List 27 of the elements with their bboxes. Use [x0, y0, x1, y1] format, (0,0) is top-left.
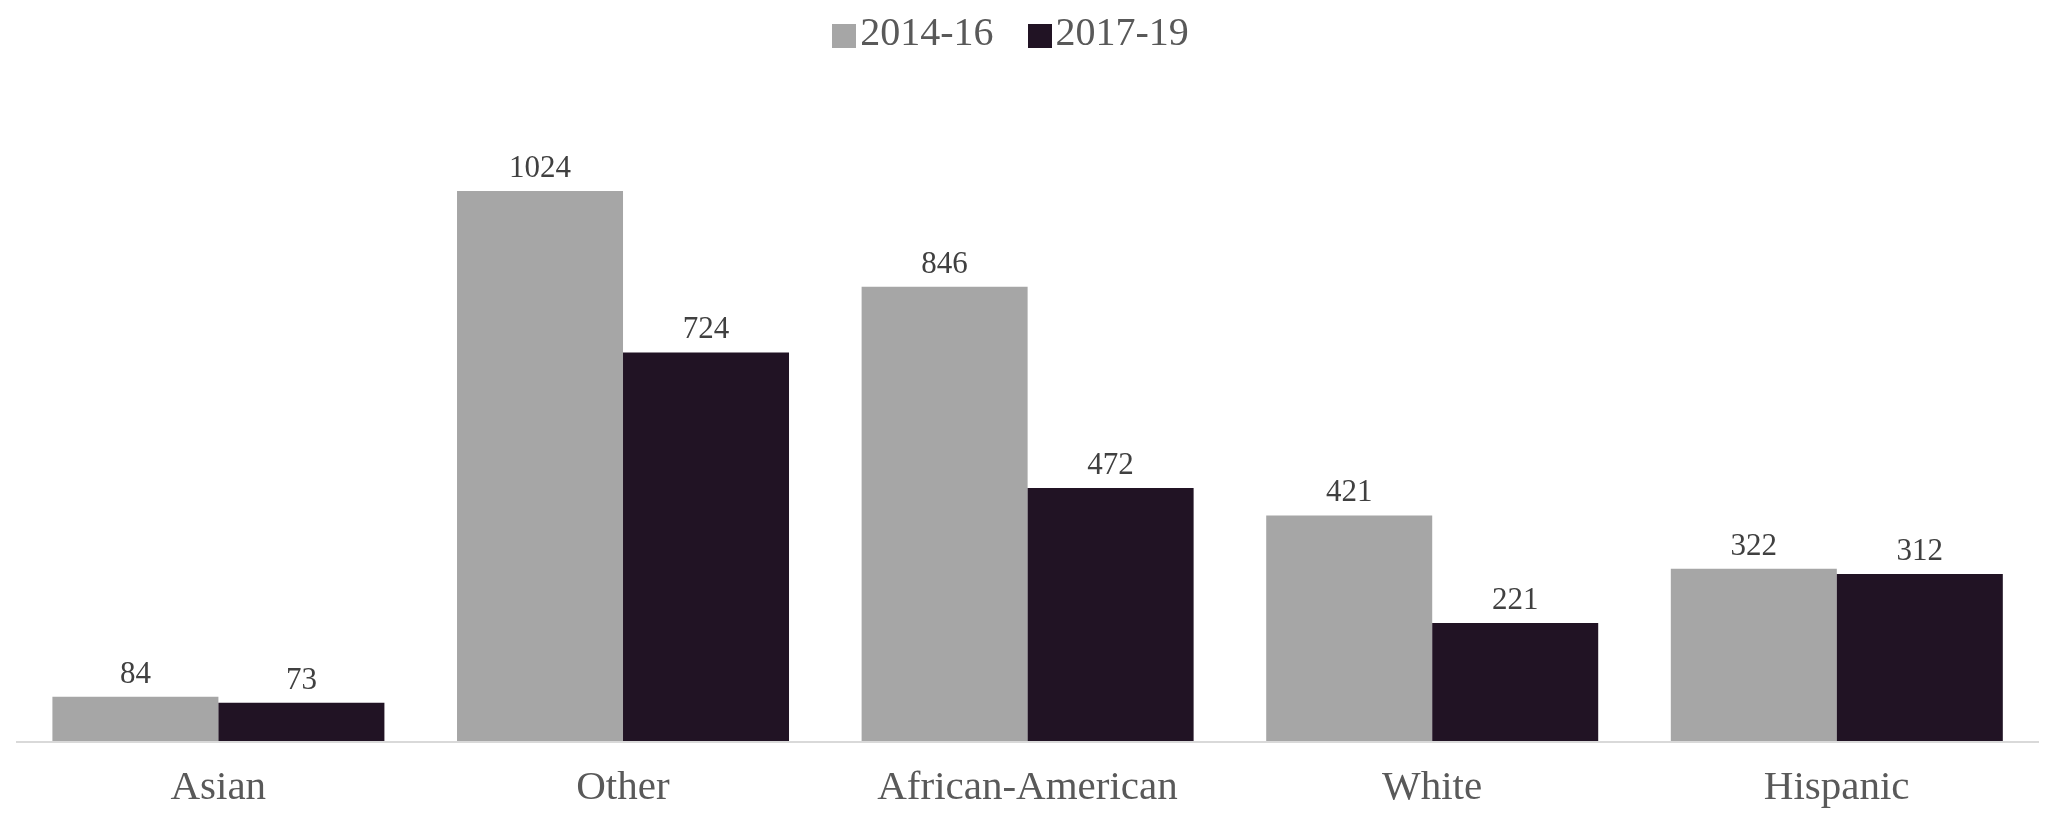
- data-label: 846: [921, 244, 968, 280]
- legend-label: 2014-16: [860, 9, 994, 54]
- x-tick-label: Hispanic: [1763, 762, 1910, 809]
- data-label: 221: [1491, 581, 1539, 617]
- bar: [457, 191, 624, 742]
- bar: [861, 286, 1028, 742]
- x-tick-label: Asian: [170, 762, 267, 809]
- bar: [1027, 488, 1194, 742]
- data-label: 73: [285, 660, 317, 696]
- data-label: 84: [119, 654, 152, 690]
- bar: [218, 702, 385, 742]
- data-label: 472: [1087, 446, 1134, 482]
- x-tick-label: Other: [576, 762, 670, 809]
- bar: [1432, 623, 1599, 742]
- x-tick-label: White: [1382, 762, 1483, 809]
- bar: [1266, 515, 1433, 742]
- data-label: 1024: [509, 149, 572, 184]
- data-label: 421: [1325, 473, 1373, 509]
- bar: [1670, 568, 1837, 742]
- bar: [623, 352, 790, 742]
- x-tick-label: African-American: [877, 762, 1178, 809]
- bar: [52, 696, 219, 742]
- data-label: 312: [1896, 532, 1944, 568]
- data-label: 322: [1730, 526, 1778, 562]
- bar: [1836, 574, 2003, 742]
- data-label: 724: [682, 310, 730, 346]
- legend-label: 2017-19: [1055, 9, 1189, 54]
